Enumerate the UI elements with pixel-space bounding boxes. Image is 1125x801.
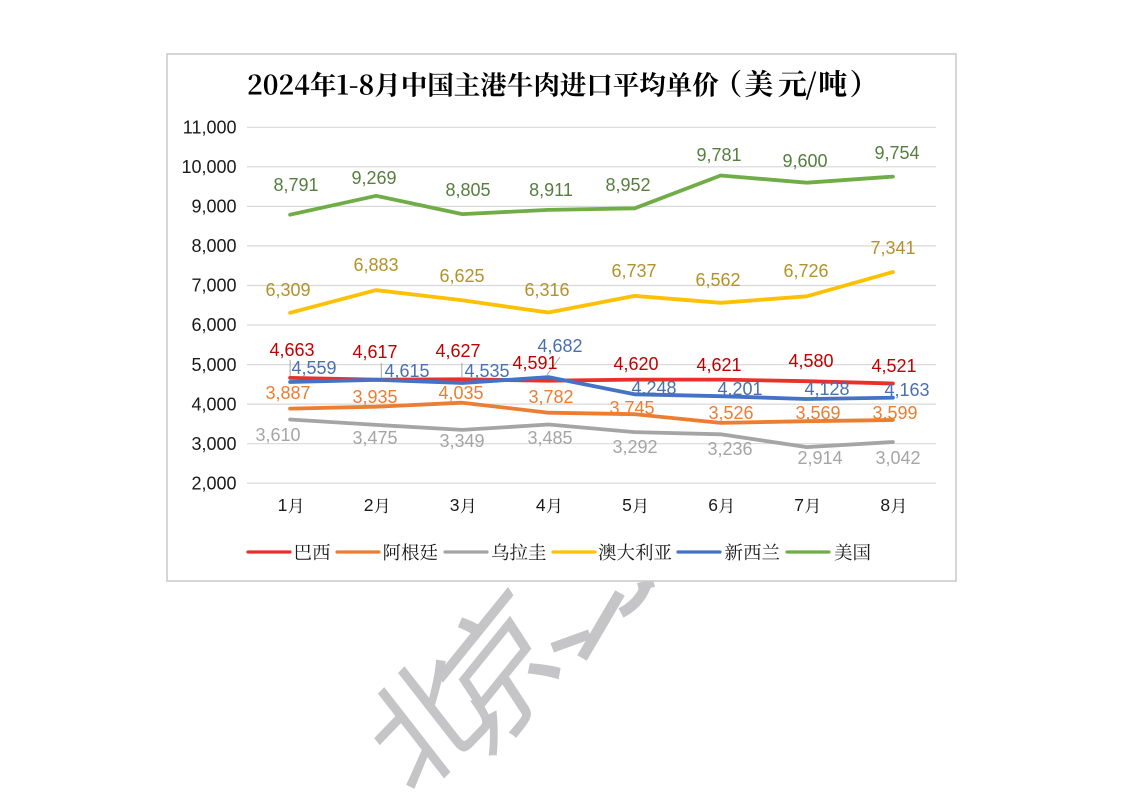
svg-text:9,754: 9,754: [874, 143, 919, 163]
svg-text:4,035: 4,035: [438, 383, 483, 403]
svg-text:4,620: 4,620: [613, 354, 658, 374]
svg-text:2: 2: [364, 495, 374, 515]
svg-text:3,610: 3,610: [255, 425, 300, 445]
svg-text:4,621: 4,621: [696, 355, 741, 375]
svg-text:6,737: 6,737: [611, 261, 656, 281]
svg-text:5,000: 5,000: [191, 355, 236, 375]
svg-text:8,805: 8,805: [445, 180, 490, 200]
svg-text:4,521: 4,521: [871, 356, 916, 376]
svg-text:6,000: 6,000: [191, 315, 236, 335]
svg-text:4: 4: [536, 495, 546, 515]
svg-text:7,341: 7,341: [870, 238, 915, 258]
svg-text:2,000: 2,000: [191, 473, 236, 493]
svg-text:4,682: 4,682: [537, 336, 582, 356]
svg-text:4,627: 4,627: [435, 341, 480, 361]
svg-text:8,000: 8,000: [191, 236, 236, 256]
svg-text:5: 5: [622, 495, 632, 515]
svg-text:8,791: 8,791: [273, 175, 318, 195]
svg-text:3,599: 3,599: [872, 403, 917, 423]
svg-text:10,000: 10,000: [181, 157, 236, 177]
svg-text:3,782: 3,782: [528, 387, 573, 407]
svg-text:6,309: 6,309: [265, 280, 310, 300]
svg-text:6,883: 6,883: [353, 255, 398, 275]
svg-text:4,000: 4,000: [191, 394, 236, 414]
svg-text:3,349: 3,349: [439, 431, 484, 451]
svg-text:4,201: 4,201: [717, 379, 762, 399]
svg-text:4,535: 4,535: [464, 361, 509, 381]
svg-text:3,745: 3,745: [609, 398, 654, 418]
svg-text:9,000: 9,000: [191, 197, 236, 217]
svg-text:3,000: 3,000: [191, 434, 236, 454]
svg-text:6: 6: [708, 495, 718, 515]
svg-text:3,485: 3,485: [527, 428, 572, 448]
svg-text:3,526: 3,526: [708, 403, 753, 423]
svg-text:9,781: 9,781: [696, 145, 741, 165]
svg-text:4,615: 4,615: [384, 361, 429, 381]
svg-text:6,625: 6,625: [439, 266, 484, 286]
svg-text:4,248: 4,248: [631, 378, 676, 398]
svg-text:3,292: 3,292: [612, 437, 657, 457]
svg-text:6,562: 6,562: [695, 270, 740, 290]
svg-text:2,914: 2,914: [797, 448, 842, 468]
svg-text:8,911: 8,911: [529, 180, 573, 200]
svg-text:6,726: 6,726: [783, 261, 828, 281]
svg-text:4,163: 4,163: [884, 380, 929, 400]
svg-text:3: 3: [450, 495, 460, 515]
svg-text:3,236: 3,236: [707, 439, 752, 459]
svg-text:4,128: 4,128: [804, 379, 849, 399]
svg-text:6,316: 6,316: [524, 280, 569, 300]
svg-text:4,617: 4,617: [352, 342, 397, 362]
svg-text:7,000: 7,000: [191, 276, 236, 296]
svg-text:4,580: 4,580: [788, 351, 833, 371]
svg-text:8: 8: [880, 495, 890, 515]
svg-text:4,559: 4,559: [291, 358, 336, 378]
svg-text:4,591: 4,591: [512, 353, 557, 373]
svg-text:11,000: 11,000: [183, 118, 237, 138]
svg-text:9,600: 9,600: [782, 151, 827, 171]
svg-text:7: 7: [794, 495, 804, 515]
svg-text:3,569: 3,569: [795, 403, 840, 423]
svg-text:8,952: 8,952: [605, 175, 650, 195]
svg-text:3,042: 3,042: [875, 448, 920, 468]
svg-text:3,887: 3,887: [265, 383, 310, 403]
svg-text:9,269: 9,269: [351, 168, 396, 188]
svg-text:3,935: 3,935: [352, 387, 397, 407]
svg-text:1: 1: [278, 495, 288, 515]
svg-text:4,663: 4,663: [269, 340, 314, 360]
svg-text:3,475: 3,475: [352, 428, 397, 448]
